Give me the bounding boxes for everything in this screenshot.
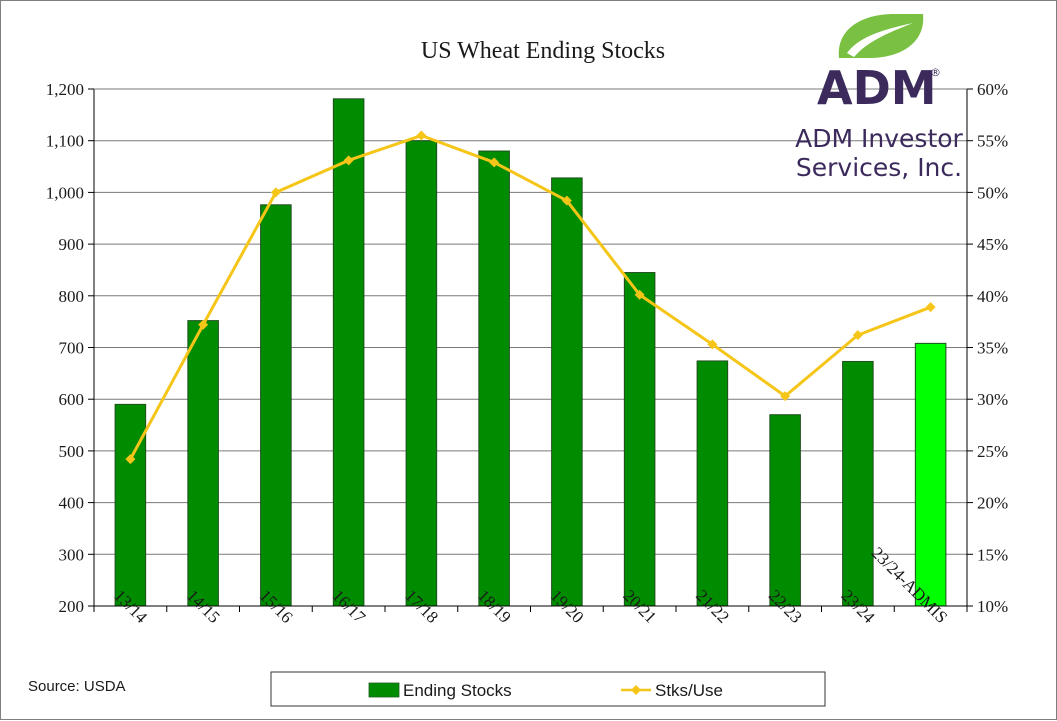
right-axis-tick-label: 40% — [977, 287, 1008, 306]
bar-16-17 — [332, 98, 365, 607]
bar-14-15 — [187, 320, 219, 607]
stks-use-point — [852, 330, 863, 341]
left-axis-tick-label: 1,100 — [46, 132, 84, 151]
bar-20-21 — [623, 272, 656, 607]
stks-use-point — [925, 302, 936, 313]
left-axis-tick-label: 200 — [59, 597, 85, 616]
right-axis-tick-label: 30% — [977, 390, 1008, 409]
stks-use-point — [125, 454, 136, 465]
right-axis-tick-label: 60% — [977, 80, 1008, 99]
left-axis-tick-label: 600 — [59, 390, 85, 409]
source-note: Source: USDA — [28, 678, 126, 695]
adm-logo: ADM ® ADM Investor Services, Inc. — [795, 14, 964, 182]
bar-23-24 — [842, 360, 874, 607]
stks-use-line — [129, 134, 932, 460]
x-axis-tick-labels: 13/14 14/15 15/16 16/17 17/18 18/19 19/20 20/21… — [110, 543, 951, 627]
company-name-line2: Services, Inc. — [796, 153, 962, 182]
bar-23-24-admis — [914, 342, 947, 607]
stks-use-point — [780, 391, 791, 402]
right-axis-tick-label: 50% — [977, 183, 1008, 202]
stks-use-point — [489, 157, 500, 168]
chart-title: US Wheat Ending Stocks — [421, 38, 665, 64]
bar-21-22 — [696, 360, 729, 607]
leaf-icon — [838, 14, 924, 58]
right-axis-tick-label: 25% — [977, 442, 1008, 461]
right-axis-tick-label: 35% — [977, 339, 1008, 358]
stks-use-point — [343, 155, 354, 166]
left-axis-tick-label: 700 — [59, 339, 85, 358]
legend: Ending Stocks Stks/Use — [270, 671, 826, 707]
left-axis-tick-label: 300 — [59, 545, 85, 564]
company-name-line1: ADM Investor — [795, 124, 963, 153]
bar-15-16 — [260, 204, 292, 607]
right-axis-tick-labels: 10% 15% 20% 25% 30% 35% 40% 45% 50% 55% 60% — [977, 80, 1008, 616]
bar-19-20 — [551, 177, 583, 607]
bar-17-18 — [405, 140, 438, 607]
stks-use-point — [270, 187, 281, 198]
stks-use-point — [634, 289, 645, 300]
legend-diamond-marker — [631, 685, 641, 695]
bar-18-19 — [478, 150, 510, 607]
left-axis-tick-labels: 200 300 400 500 600 700 800 900 1,000 1,100 1,200 — [46, 80, 84, 616]
stks-use-point — [561, 195, 572, 206]
legend-bar-swatch — [368, 682, 400, 698]
line-series — [125, 130, 936, 465]
left-axis-tick-label: 800 — [59, 287, 85, 306]
bar-13-14 — [114, 403, 147, 607]
bar-series — [114, 98, 947, 607]
right-axis-tick-label: 45% — [977, 235, 1008, 254]
legend-label-ending-stocks: Ending Stocks — [403, 681, 512, 700]
left-axis-tick-label: 900 — [59, 235, 85, 254]
left-axis-tick-label: 500 — [59, 442, 85, 461]
logo-registered-mark: ® — [930, 66, 941, 79]
axes — [88, 88, 973, 612]
bar-22-23 — [769, 414, 801, 607]
stks-use-point — [416, 130, 427, 141]
left-axis-tick-label: 1,000 — [46, 183, 84, 202]
right-axis-tick-label: 55% — [977, 132, 1008, 151]
right-axis-tick-label: 20% — [977, 494, 1008, 513]
left-axis-tick-label: 1,200 — [46, 80, 84, 99]
stks-use-point — [707, 339, 718, 350]
legend-label-stks-use: Stks/Use — [655, 681, 723, 700]
logo-wordmark: ADM — [817, 61, 937, 115]
right-axis-tick-label: 10% — [977, 597, 1008, 616]
stks-use-point — [198, 319, 209, 330]
right-axis-tick-label: 15% — [977, 545, 1008, 564]
legend-box — [270, 671, 826, 707]
left-axis-tick-label: 400 — [59, 494, 85, 513]
